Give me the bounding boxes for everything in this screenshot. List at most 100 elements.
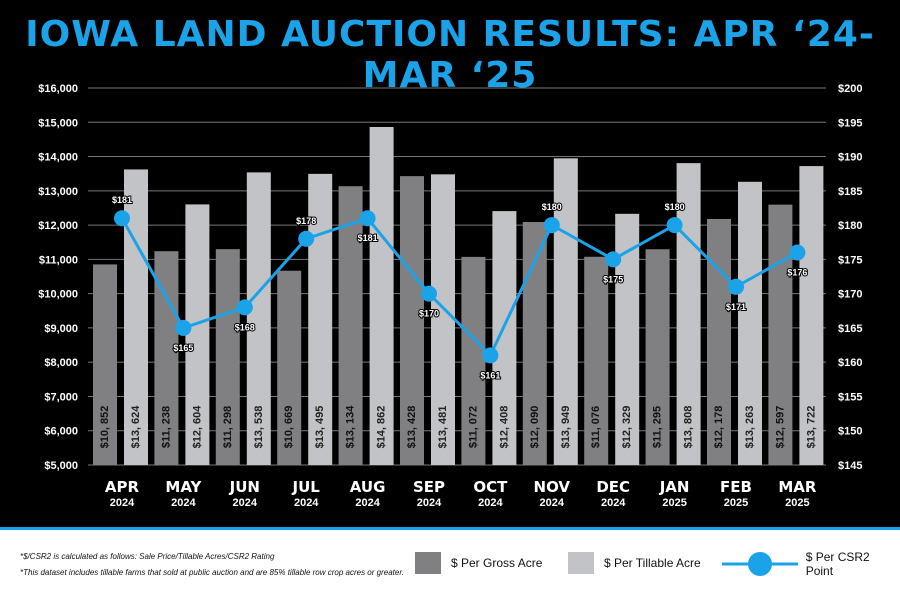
y2-tick-label: $150 xyxy=(838,426,862,438)
x-tick-month: NOV xyxy=(534,478,571,496)
csr2-point-label: $168 xyxy=(235,322,255,332)
bar-gross xyxy=(338,186,363,465)
x-tick-month: JUL xyxy=(292,478,321,496)
y-tick-label: $11,000 xyxy=(39,254,78,266)
legend-gross: $ Per Gross Acre xyxy=(415,552,542,574)
x-tick-year: 2024 xyxy=(417,497,442,509)
bar-tillable xyxy=(492,211,517,465)
csr2-point-label: $175 xyxy=(603,274,623,284)
csr2-point-label: $181 xyxy=(112,195,132,205)
csr2-point xyxy=(728,278,744,295)
bar-tillable xyxy=(246,172,271,465)
bar-tillable xyxy=(431,174,455,465)
csr2-point xyxy=(543,217,560,234)
bar-gross xyxy=(584,256,609,465)
x-tick-year: 2024 xyxy=(233,497,258,509)
bar-value-label: $11, 072 xyxy=(467,406,479,448)
csr2-line xyxy=(120,216,799,358)
x-tick-month: APR xyxy=(105,478,140,496)
bar-gross xyxy=(400,176,424,465)
x-tick-year: 2025 xyxy=(724,497,748,509)
bar-value-label: $12, 408 xyxy=(498,406,510,449)
bar-gross xyxy=(461,256,486,465)
csr2-point-label: $178 xyxy=(296,216,316,226)
bar-gross xyxy=(768,204,793,465)
bar-value-label: $13, 481 xyxy=(437,406,449,449)
bar-value-label: $11, 295 xyxy=(652,406,664,448)
legend-label-gross: $ Per Gross Acre xyxy=(451,556,543,570)
bar-value-label: $13, 624 xyxy=(130,405,142,449)
y-tick-label: $7,000 xyxy=(44,391,78,403)
csr2-point-label: $171 xyxy=(726,302,746,312)
bar-value-label: $12, 090 xyxy=(529,406,541,449)
bar-value-label: $13, 949 xyxy=(560,406,572,449)
y2-tick-label: $200 xyxy=(838,83,862,95)
x-tick-year: 2024 xyxy=(540,497,565,509)
csr2-point xyxy=(114,210,130,227)
csr2-point-label: $180 xyxy=(542,202,562,212)
y-tick-label: $15,000 xyxy=(38,117,78,129)
y-tick-label: $5,000 xyxy=(44,460,78,472)
legend-csr2: $ Per CSR2 Point xyxy=(722,550,900,578)
x-tick-month: MAY xyxy=(165,478,202,496)
x-tick-year: 2024 xyxy=(355,497,380,509)
x-tick-year: 2024 xyxy=(294,497,319,509)
footnote-dataset: *This dataset includes tillable farms th… xyxy=(20,568,404,577)
csr2-point-label: $176 xyxy=(787,268,807,278)
csr2-point xyxy=(175,319,192,336)
bar-value-label: $11, 238 xyxy=(160,406,172,448)
y2-tick-label: $190 xyxy=(838,152,862,164)
y-tick-label: $9,000 xyxy=(44,323,78,335)
bar-gross xyxy=(645,249,670,465)
y-tick-label: $8,000 xyxy=(44,357,78,369)
bar-value-label: $13, 263 xyxy=(744,406,756,449)
csr2-point xyxy=(298,230,315,247)
y-tick-label: $10,000 xyxy=(38,289,78,301)
csr2-point-label: $181 xyxy=(358,233,378,243)
bar-tillable xyxy=(185,204,210,465)
x-tick-month: FEB xyxy=(720,478,752,496)
bar-tillable xyxy=(738,181,762,466)
x-tick-year: 2025 xyxy=(785,497,809,509)
bar-tillable xyxy=(553,158,578,465)
bar-tillable xyxy=(676,163,701,465)
bar-tillable xyxy=(799,166,824,465)
y-tick-label: $13,000 xyxy=(38,186,78,198)
bar-value-label: $10, 852 xyxy=(99,406,111,449)
x-tick-month: AUG xyxy=(350,478,386,496)
csr2-point xyxy=(605,251,622,268)
bar-value-label: $13, 722 xyxy=(805,406,817,449)
y2-tick-label: $195 xyxy=(838,117,862,129)
bar-value-label: $12, 329 xyxy=(621,406,633,449)
bar-value-label: $10, 669 xyxy=(283,406,295,449)
csr2-point-label: $170 xyxy=(419,309,439,319)
csr2-point-label: $165 xyxy=(173,343,193,353)
bar-gross xyxy=(154,251,179,465)
bar-value-label: $13, 808 xyxy=(683,406,695,449)
footnote-csr2: *$/CSR2 is calculated as follows: Sale P… xyxy=(20,552,275,561)
x-tick-month: SEP xyxy=(413,478,445,496)
x-tick-year: 2024 xyxy=(110,497,135,509)
x-tick-month: JUN xyxy=(229,478,260,496)
y2-tick-label: $160 xyxy=(838,357,862,369)
legend-label-csr2: $ Per CSR2 Point xyxy=(805,550,870,578)
footer: *$/CSR2 is calculated as follows: Sale P… xyxy=(0,527,900,600)
x-tick-year: 2024 xyxy=(478,497,503,509)
y2-tick-label: $165 xyxy=(838,323,862,335)
y2-tick-label: $180 xyxy=(838,220,862,232)
x-tick-month: JAN xyxy=(659,478,690,496)
bar-value-label: $13, 538 xyxy=(253,406,265,449)
y-tick-label: $14,000 xyxy=(38,152,78,164)
x-tick-year: 2024 xyxy=(601,497,626,509)
y-tick-label: $16,000 xyxy=(38,83,78,95)
bar-value-label: $13, 428 xyxy=(406,406,418,449)
chart: $5,000 $145 $6,000 $150 $7,000 $155 $8,000 $160… xyxy=(38,83,862,509)
csr2-point xyxy=(236,299,253,316)
bar-value-label: $13, 134 xyxy=(345,405,357,449)
y2-tick-label: $170 xyxy=(838,289,862,301)
csr2-point xyxy=(359,210,376,227)
bar-value-label: $11, 298 xyxy=(222,406,234,448)
y2-tick-label: $185 xyxy=(838,186,862,198)
bar-tillable xyxy=(369,127,394,465)
y2-tick-label: $155 xyxy=(838,391,862,403)
